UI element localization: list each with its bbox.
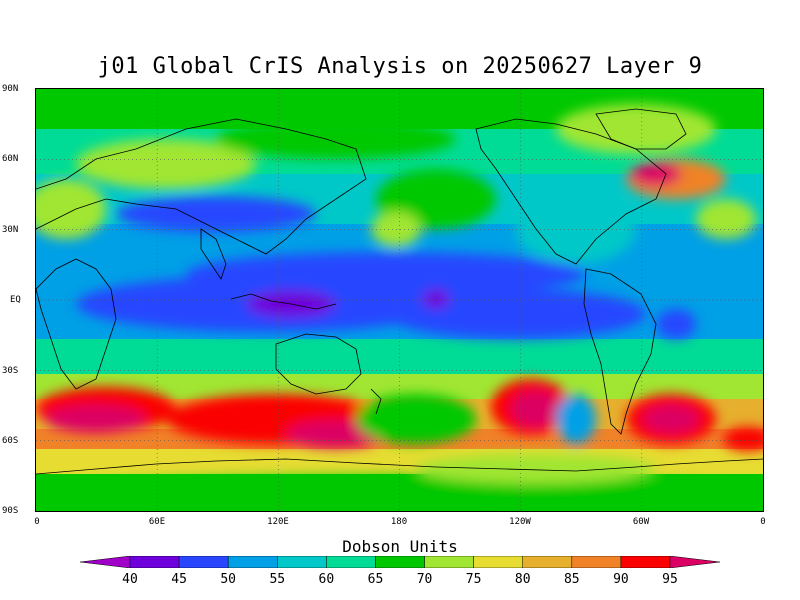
colorbar-tick-label: 55 [269, 572, 286, 587]
colorbar-tick-label: 65 [367, 572, 384, 587]
lat-label-30s: 30S [2, 366, 19, 376]
colorbar-tick-label: 45 [171, 572, 187, 587]
lat-label-60n: 60N [2, 154, 19, 164]
colorbar-segment [129, 556, 180, 568]
colorbar-segment [522, 556, 573, 568]
colorbar-tick-label: 90 [613, 572, 629, 587]
lon-label-120e: 120E [267, 517, 289, 527]
lon-label-0-right: 0 [760, 517, 766, 527]
lon-label-120w: 120W [509, 517, 531, 527]
colorbar-segment [375, 556, 425, 568]
colorbar-segment [473, 556, 523, 568]
lat-label-90n: 90N [2, 84, 19, 94]
colorbar-tick-label: 40 [122, 572, 138, 587]
colorbar-tick-label: 75 [465, 572, 482, 587]
colorbar-segment [227, 556, 278, 568]
colorbar-tick-label: 50 [220, 572, 236, 587]
ozone-field-svg [36, 89, 763, 511]
colorbar-segment [326, 556, 376, 568]
colorbar-tick-label: 85 [563, 572, 580, 587]
colorbar-tick-label: 95 [662, 572, 678, 587]
ozone-map [35, 88, 764, 512]
map-title: j01 Global CrIS Analysis on 20250627 Lay… [97, 54, 703, 79]
colorbar-segment [178, 556, 229, 568]
colorbar-tick-label: 70 [416, 572, 433, 587]
lon-label-60w: 60W [632, 517, 650, 527]
colorbar [80, 556, 720, 568]
lat-label-90s: 90S [2, 506, 19, 516]
colorbar-segment [424, 556, 474, 568]
lat-label-30n: 30N [2, 225, 19, 235]
colorbar-segment [620, 556, 671, 568]
lat-label-eq: EQ [10, 295, 21, 305]
lon-label-180: 180 [390, 517, 408, 527]
colorbar-tick-label: 80 [514, 572, 531, 587]
lat-label-60s: 60S [2, 436, 19, 446]
colorbar-max-arrow [669, 556, 720, 568]
colorbar-segment [571, 556, 622, 568]
lon-label-60e: 60E [148, 517, 166, 527]
colorbar-min-arrow [80, 556, 131, 568]
colorbar-segment [277, 556, 327, 568]
lon-label-0-left: 0 [34, 517, 40, 527]
colorbar-tick-label: 60 [318, 572, 335, 587]
coastlines [36, 108, 763, 475]
legend-title: Dobson Units [342, 537, 458, 556]
